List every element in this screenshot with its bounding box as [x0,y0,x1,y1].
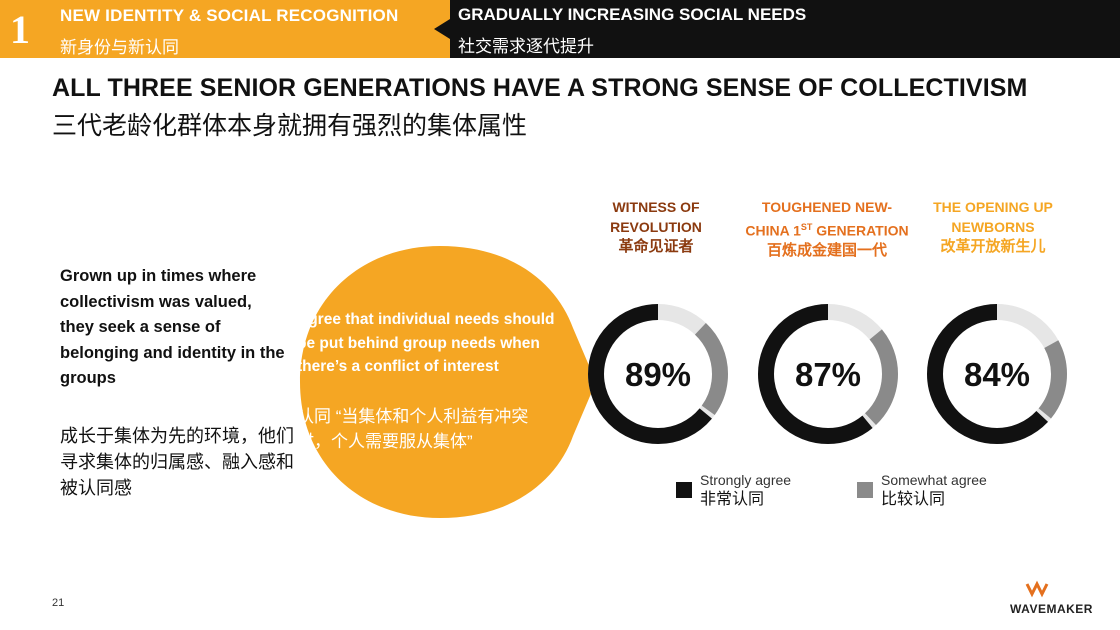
donut-segment-somewhat-agree [927,304,1067,444]
generation-label-superscript: ST [800,222,813,232]
donut-segment-strongly-agree [927,304,1067,444]
intro-text-en: Grown up in times where collectivism was… [60,267,285,387]
generation-label-line1: WITNESS OF [612,199,700,215]
legend-label-en: Strongly agree [700,472,792,488]
header-arrow-icon [434,19,450,39]
donut-total-label: 84% [964,356,1030,393]
header-subsection-banner: GRADUALLY INCREASING SOCIAL NEEDS 社交需求逐代… [450,0,1120,58]
statement-bubble [300,246,596,518]
generation-label-line2: REVOLUTION [610,219,702,235]
subsection-title-zh: 社交需求逐代提升 [458,37,594,56]
generation-label-zh: 百炼成金建国一代 [766,241,887,259]
donut-segment-strongly-agree [588,304,728,444]
generation-label-line2: NEWBORNS [951,219,1035,235]
section-title-zh: 新身份与新认同 [60,38,179,57]
section-number: 1 [10,7,30,52]
intro-text-zh: 成长于集体为先的环境，他们寻求集体的归属感、融入感和被认同感 [60,426,294,498]
donut-segment-strongly-agree [758,304,898,444]
legend-label-zh: 非常认同 [700,491,765,508]
donut-chart-new-china: 87% [758,304,898,444]
section-title-en: NEW IDENTITY & SOCIAL RECOGNITION [60,6,399,25]
header-section-banner: 1 NEW IDENTITY & SOCIAL RECOGNITION 新身份与… [0,0,450,58]
donut-segment-somewhat-agree [758,304,898,444]
generation-label-line1: TOUGHENED NEW- [761,199,893,215]
statement-text-zh: 认同 “当集体和个人利益有冲突时，个人需要服从集体” [297,407,529,451]
wavemaker-logo-icon [1025,580,1049,598]
generation-label-line2-pre: CHINA 1 [745,222,801,239]
generation-label-new-china: TOUGHENED NEW- CHINA 1ST GENERATION 百炼成金… [732,197,922,261]
donut-total-label: 87% [795,356,861,393]
generation-label-zh: 改革开放新生儿 [940,238,1046,255]
page-title-zh: 三代老龄化群体本身就拥有强烈的集体属性 [52,112,528,140]
generation-label-line2: CHINA 1ST GENERATION [732,217,922,241]
donut-chart-revolution: 89% [588,304,728,444]
legend-label-zh: 比较认同 [881,491,946,508]
donut-total-label: 89% [625,356,691,393]
page-title-en: ALL THREE SENIOR GENERATIONS HAVE A STRO… [52,74,1028,102]
generation-label-zh: 革命见证者 [618,238,694,255]
statement-text-en: Agree that individual needs should be pu… [297,311,555,375]
page-number: 21 [52,597,65,609]
donut-segment-somewhat-agree [588,304,728,444]
subsection-title-en: GRADUALLY INCREASING SOCIAL NEEDS [458,5,807,24]
generation-label-line2-post: GENERATION [812,222,909,239]
generation-label-opening-up: THE OPENING UP NEWBORNS 改革开放新生儿 [898,197,1088,257]
donut-chart-opening-up: 84% [927,304,1067,444]
generation-label-line1: THE OPENING UP [933,199,1053,215]
legend-swatch [676,482,692,498]
legend-swatch [857,482,873,498]
wavemaker-logo-text: WAVEMAKER [1010,602,1093,616]
generation-label-revolution: WITNESS OF REVOLUTION 革命见证者 [561,197,751,257]
legend-label-en: Somewhat agree [881,472,987,488]
